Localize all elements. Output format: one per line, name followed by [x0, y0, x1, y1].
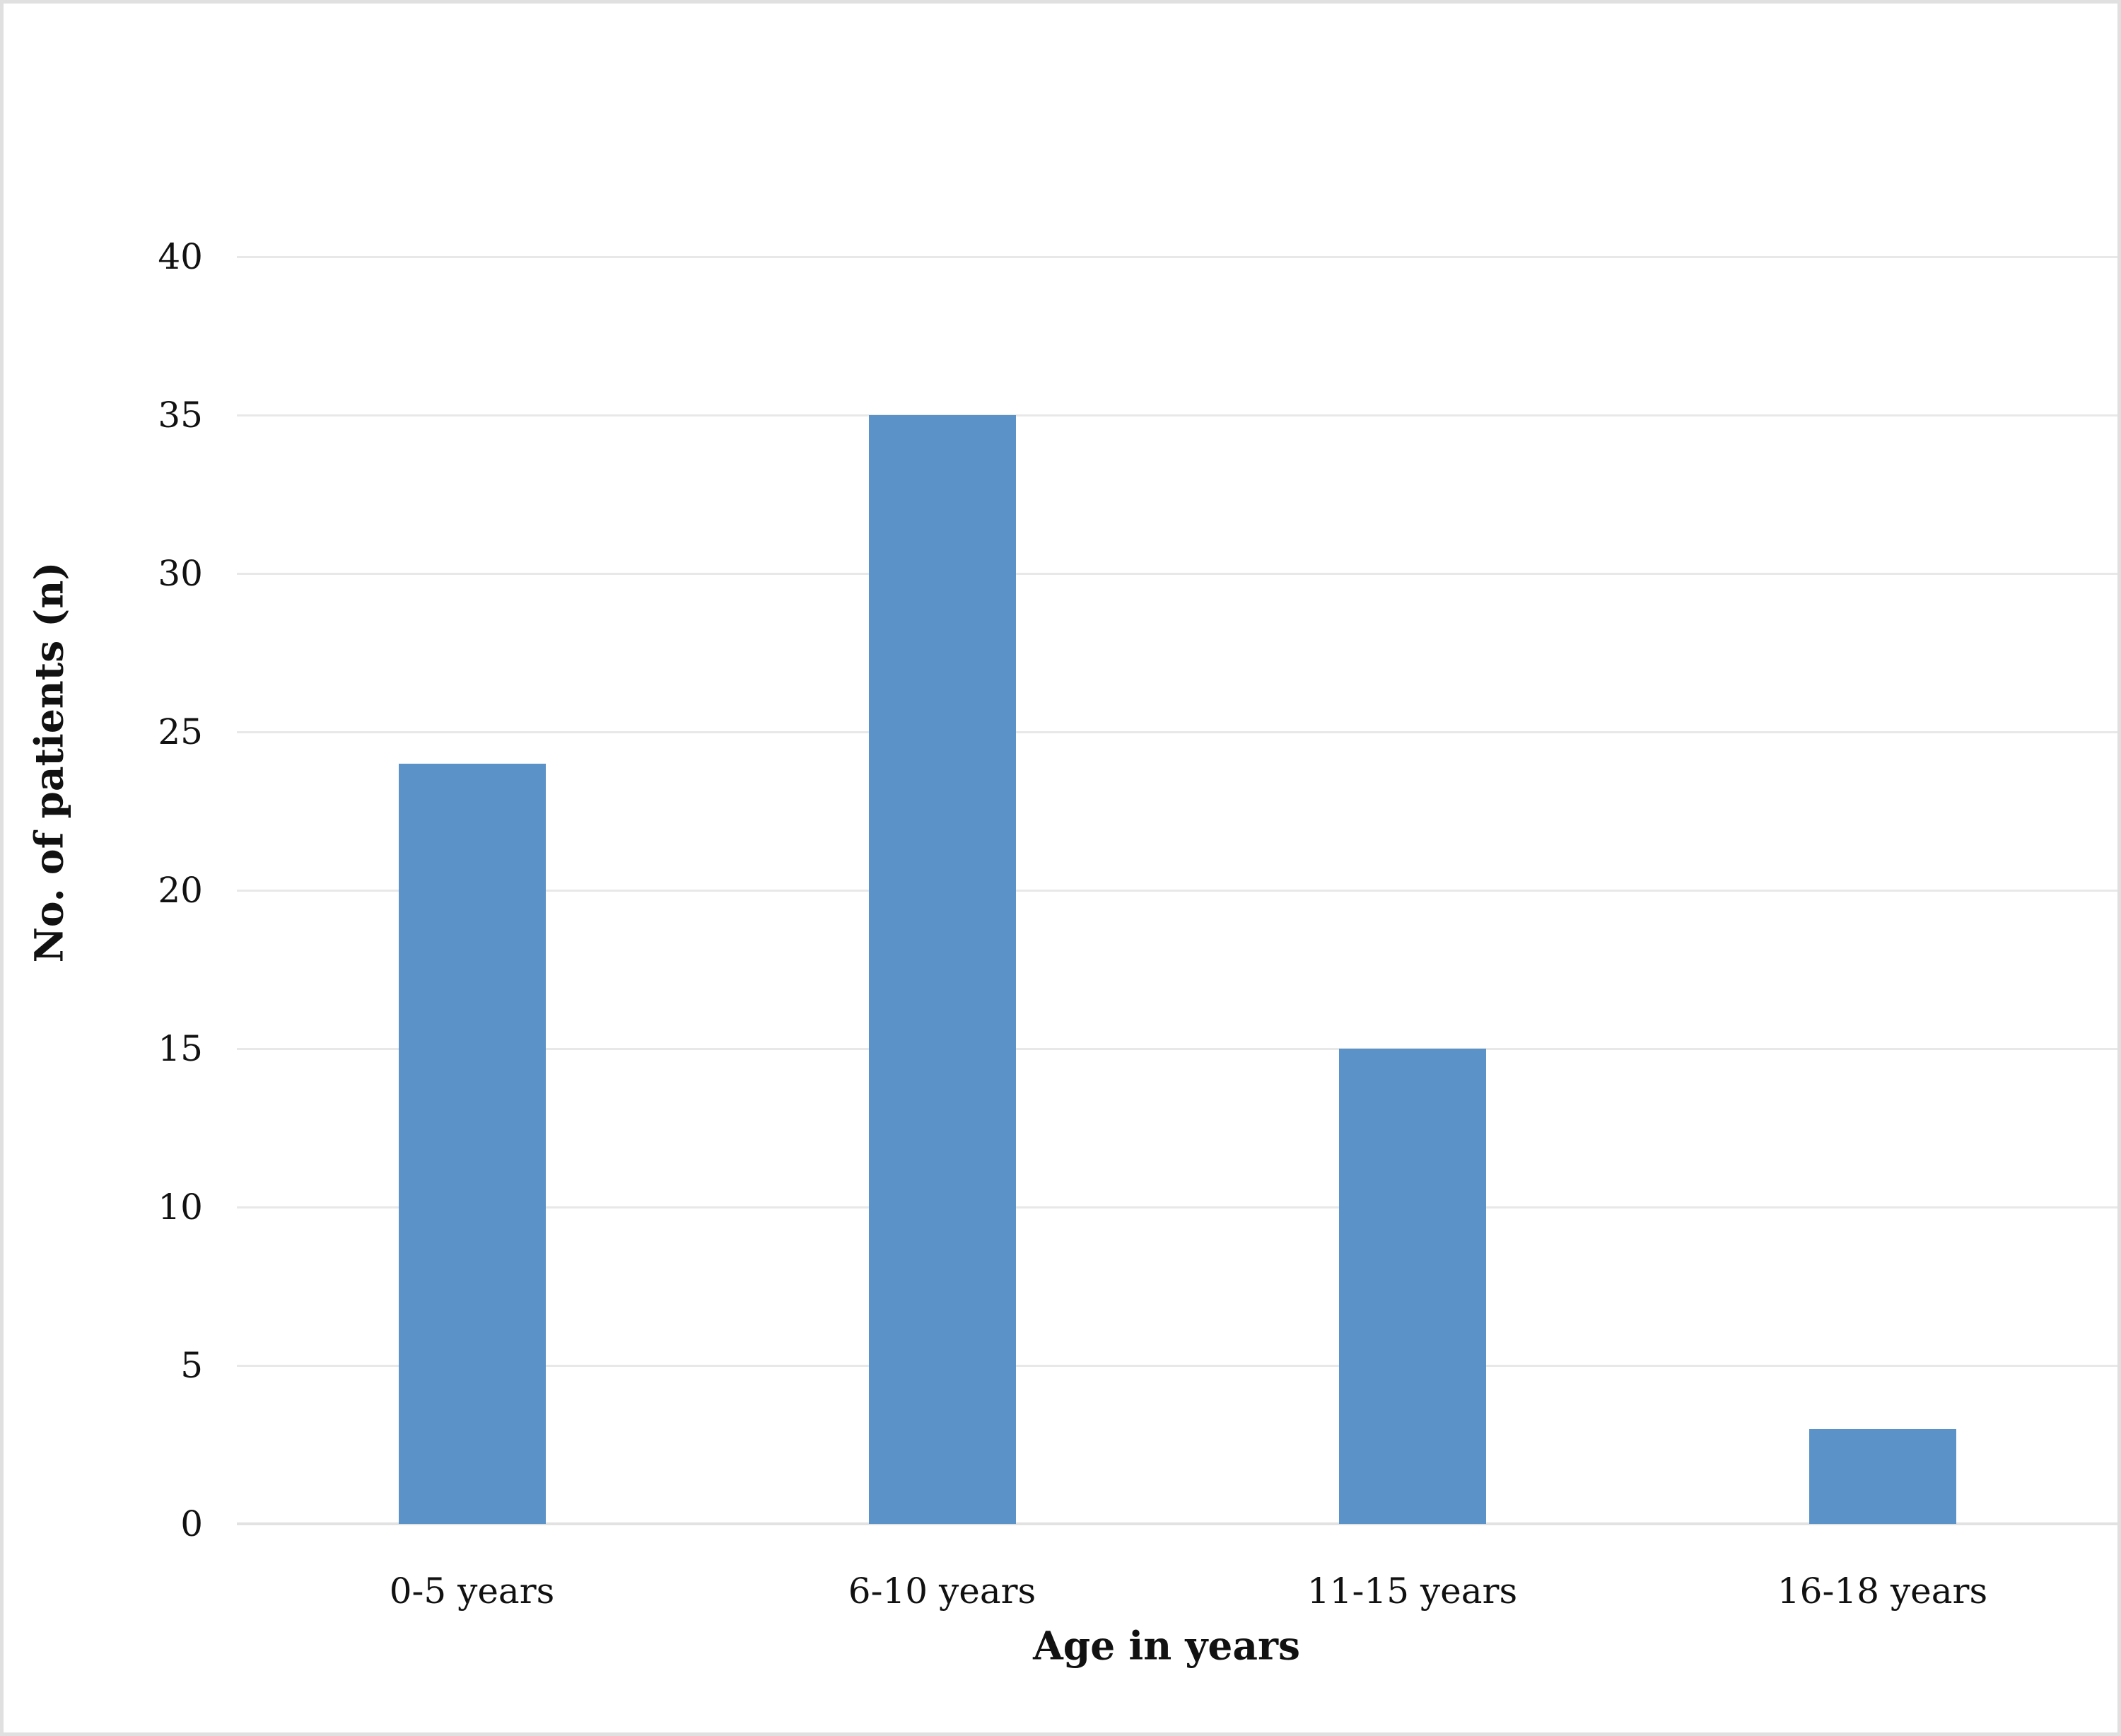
bar-16-18-years [1809, 1428, 1956, 1524]
gridline [237, 572, 2117, 575]
y-axis-title: No. of patients (n) [25, 561, 72, 963]
gridline [237, 730, 2117, 733]
y-tick-label: 35 [158, 395, 203, 436]
y-tick-label: 15 [158, 1028, 203, 1069]
y-tick-label: 30 [158, 553, 203, 594]
x-axis-title: Age in years [1033, 1622, 1300, 1669]
y-tick-label: 20 [158, 870, 203, 911]
gridline [237, 255, 2117, 258]
y-tick-label: 10 [158, 1187, 203, 1228]
x-tick-label: 11-15 years [1307, 1571, 1518, 1612]
x-tick-label: 0-5 years [389, 1571, 555, 1612]
bar-0-5-years [398, 763, 546, 1524]
y-tick-label: 40 [158, 236, 203, 277]
bar-11-15-years [1338, 1049, 1486, 1524]
gridline [237, 1206, 2117, 1208]
y-tick-label: 25 [158, 711, 203, 752]
y-tick-label: 0 [180, 1503, 203, 1544]
bars-layer [4, 4, 2117, 1732]
y-tick-label: 5 [180, 1345, 203, 1386]
gridline [237, 414, 2117, 416]
gridline [237, 1364, 2117, 1367]
bar-6-10-years [868, 415, 1016, 1524]
gridline [237, 889, 2117, 892]
y-axis-tick-labels: 0 5 10 15 20 25 30 35 40 [4, 4, 2117, 1732]
x-axis-tick-labels: 0-5 years 6-10 years 11-15 years 16-18 year… [4, 4, 2117, 1732]
x-tick-label: 16-18 years [1777, 1571, 1988, 1612]
x-axis-line [237, 1522, 2117, 1525]
gridline [237, 1047, 2117, 1050]
gridlines-layer [4, 4, 2117, 1732]
x-tick-label: 6-10 years [848, 1571, 1036, 1612]
